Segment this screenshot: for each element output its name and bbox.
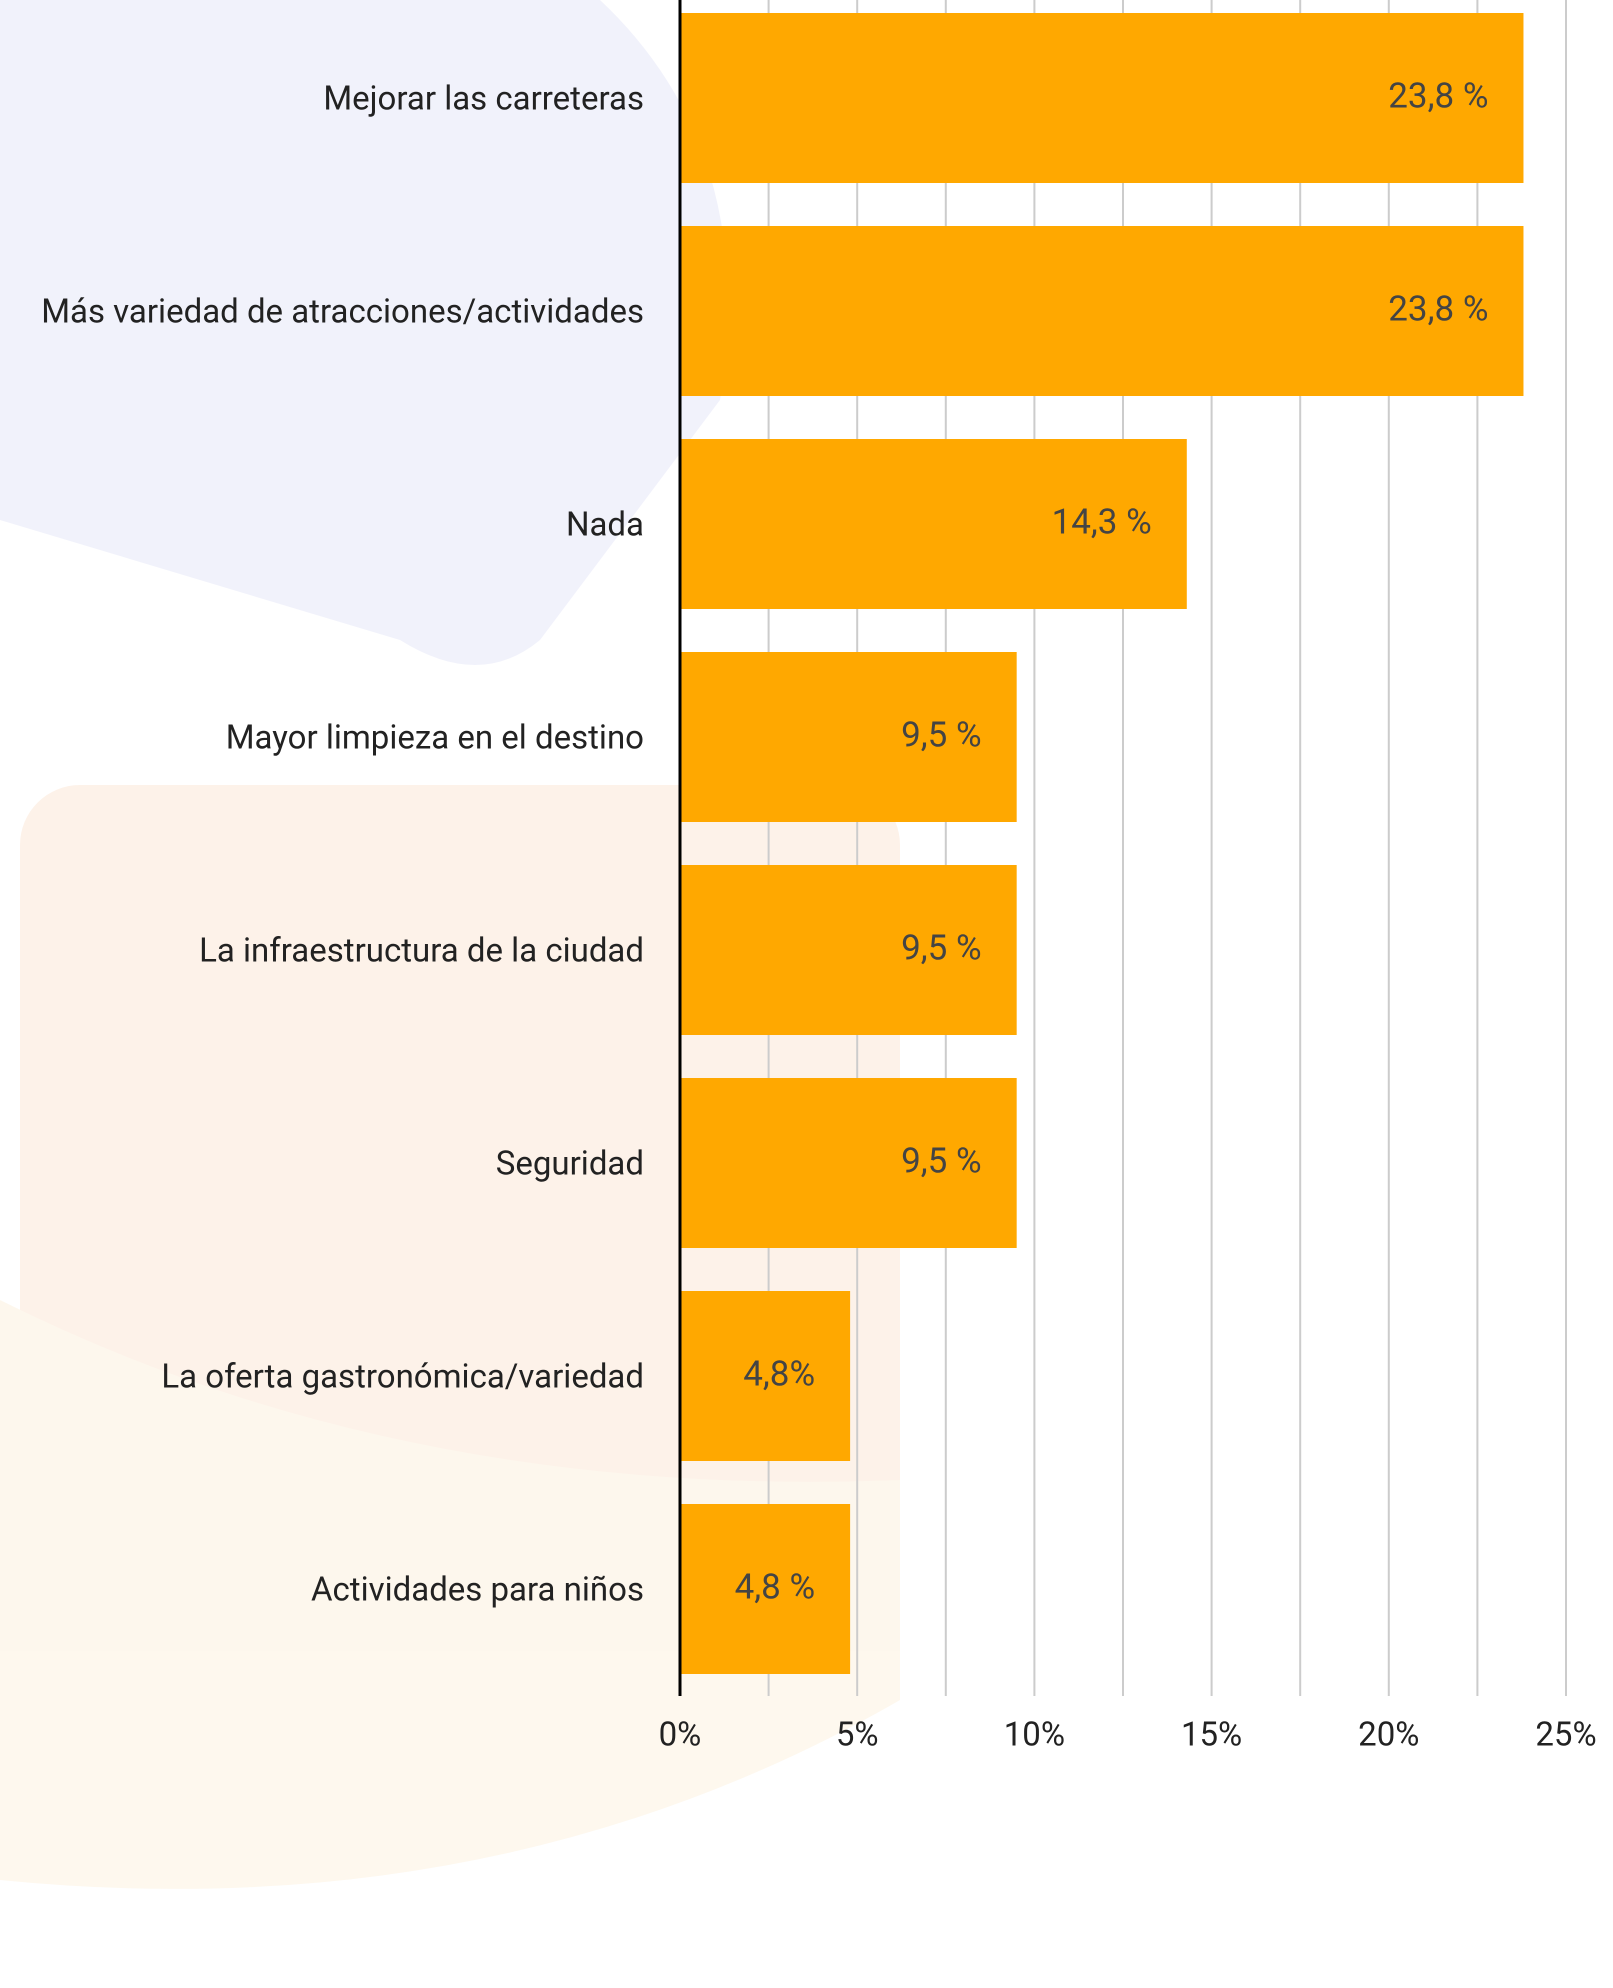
bar [680,865,1017,1035]
category-label: Actividades para niños [311,1571,644,1610]
value-label: 23,8 % [1388,75,1488,116]
x-tick-label: 20% [1358,1716,1419,1755]
x-tick-label: 15% [1181,1716,1242,1755]
value-label: 9,5 % [901,927,982,968]
watermark-shape [0,0,728,665]
value-label: 9,5 % [901,714,982,755]
value-label: 14,3 % [1052,501,1152,542]
category-label: Mejorar las carreteras [323,80,644,119]
value-label: 23,8 % [1388,288,1488,329]
category-label: La infraestructura de la ciudad [199,932,644,971]
bar [680,1078,1017,1248]
category-label: Más variedad de atracciones/actividades [41,293,644,332]
bar [680,13,1524,183]
x-tick-label: 10% [1004,1716,1065,1755]
category-label: La oferta gastronómica/variedad [161,1358,644,1397]
category-label: Nada [566,506,644,545]
bar [680,226,1524,396]
x-tick-label: 0% [659,1716,702,1755]
category-label: Mayor limpieza en el destino [226,719,644,758]
value-label: 4,8% [743,1353,815,1394]
bar [680,652,1017,822]
value-label: 4,8 % [735,1566,816,1607]
bar [680,1291,851,1461]
x-tick-label: 25% [1535,1716,1596,1755]
value-label: 9,5 % [901,1140,982,1181]
category-label: Seguridad [496,1145,644,1184]
bar [680,439,1187,609]
x-tick-label: 5% [836,1716,879,1755]
watermark-shape [0,1300,900,1889]
bar [680,1504,851,1674]
